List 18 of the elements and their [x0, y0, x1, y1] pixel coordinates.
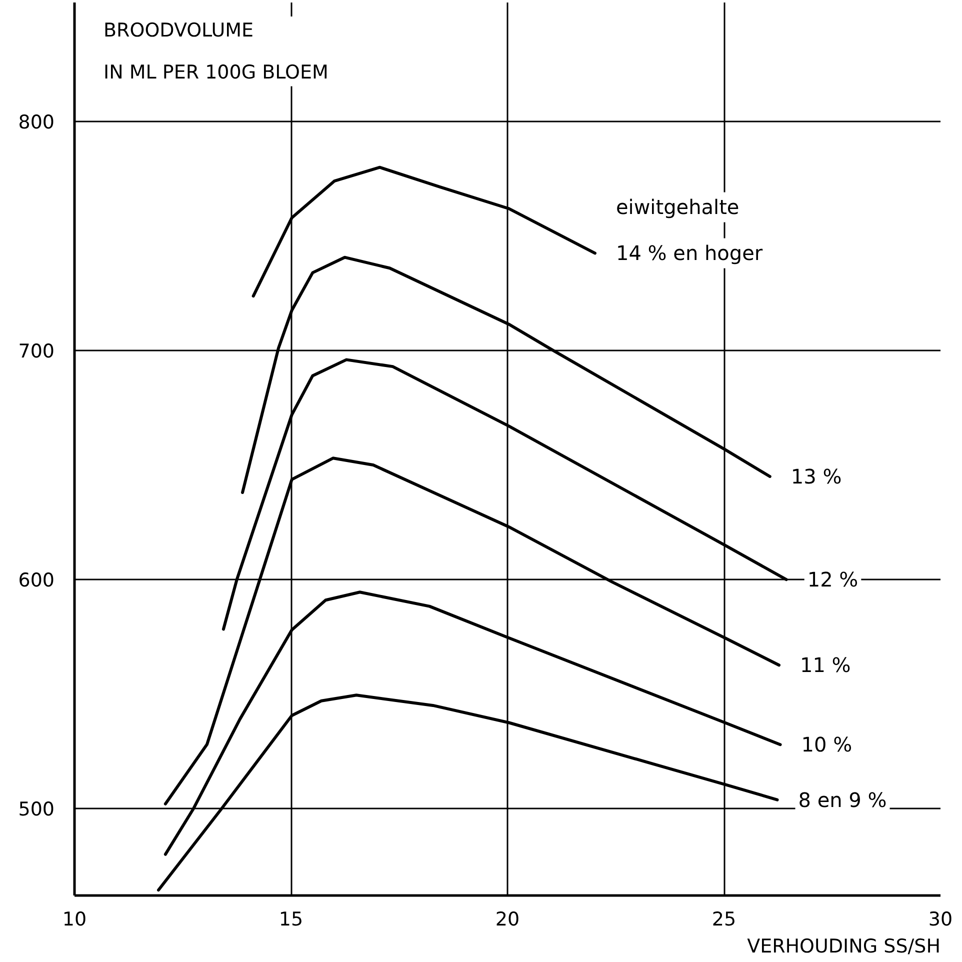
x-axis-title: VERHOUDING SS/SH: [747, 936, 941, 958]
x-tick-label: 15: [278, 908, 304, 930]
series-label: 12 %: [807, 568, 858, 592]
y-tick-label: 700: [18, 340, 54, 363]
x-tick-label: 10: [62, 908, 87, 930]
y-tick-label: 800: [18, 112, 54, 134]
y-tick-label: 600: [18, 570, 54, 592]
y-tick-label: 500: [18, 798, 54, 820]
series-label: 14 % en hoger: [616, 241, 764, 266]
x-tick-label: 30: [928, 908, 953, 930]
x-tick-label: 20: [495, 908, 520, 930]
series-label: 11 %: [800, 653, 851, 678]
series-label: 13 %: [790, 464, 842, 488]
y-axis-title: BROODVOLUME IN ML PER 100G BLOEM: [104, 20, 328, 84]
x-tick-label: 25: [712, 908, 736, 930]
annotation: eiwitgehalte: [616, 195, 740, 220]
series-label: 8 en 9 %: [798, 788, 887, 812]
series-label: 10 %: [801, 732, 852, 757]
